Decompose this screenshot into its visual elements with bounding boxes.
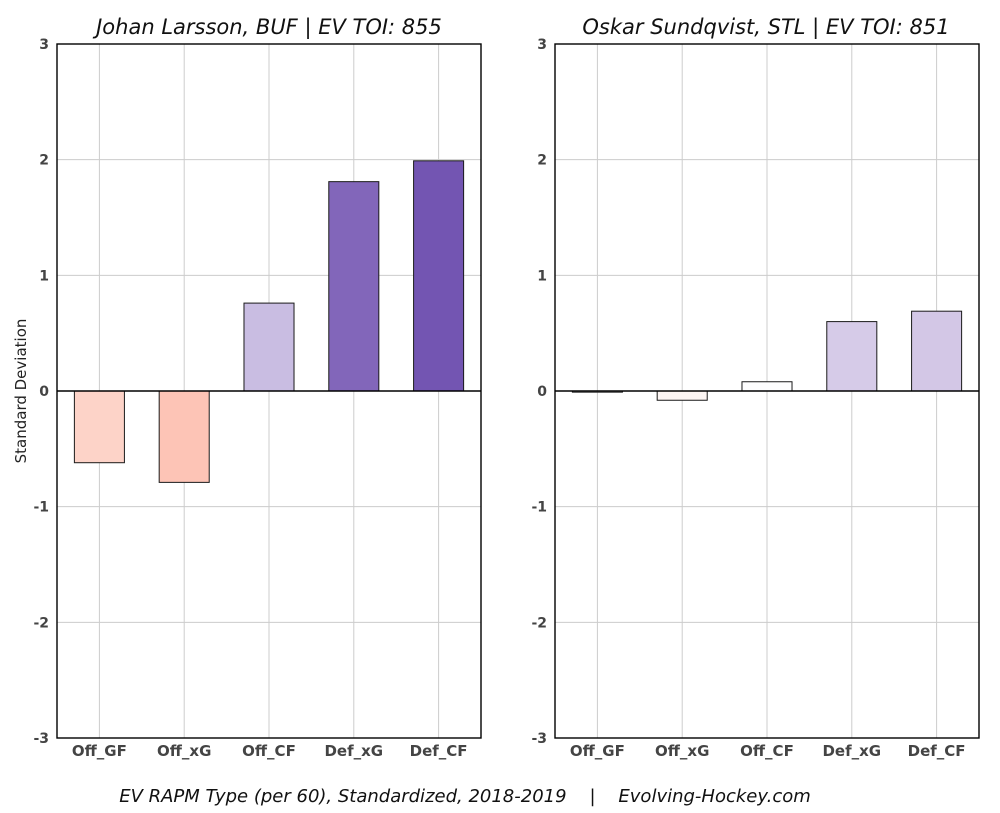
x-tick-label-larsson: Off_GF	[72, 742, 127, 760]
y-tick-label-sundqvist: 3	[537, 37, 547, 53]
bar-sundqvist-off-cf	[741, 381, 793, 392]
y-tick-label-larsson: -2	[33, 615, 49, 631]
y-tick-label-sundqvist: -3	[531, 731, 547, 747]
chart-panel-sundqvist: -3 -2 -1 0 1 2 3 Off_GF Off_xG Off_CF Def_xG Def_CF…	[531, 15, 980, 760]
x-tick-label-larsson: Off_CF	[242, 742, 296, 760]
y-tick-label-sundqvist: -1	[531, 500, 547, 516]
y-tick-label-larsson: 2	[39, 153, 49, 169]
figure-caption: EV RAPM Type (per 60), Standardized, 201…	[119, 786, 811, 807]
bar-sundqvist-off-xg	[656, 390, 708, 401]
y-tick-label-sundqvist: -2	[531, 615, 547, 631]
y-tick-label-sundqvist: 0	[537, 384, 547, 400]
panel-title-sundqvist: Oskar Sundqvist, STL | EV TOI: 851	[582, 15, 949, 40]
plot-frame-larsson	[56, 43, 482, 739]
x-tick-label-larsson: Off_xG	[157, 742, 211, 760]
x-tick-label-sundqvist: Off_CF	[740, 742, 794, 760]
x-tick-label-sundqvist: Off_xG	[655, 742, 709, 760]
y-tick-label-sundqvist: 1	[537, 268, 547, 284]
x-tick-label-larsson: Def_xG	[324, 742, 383, 760]
x-tick-label-larsson: Def_CF	[410, 742, 468, 760]
y-tick-label-larsson: -3	[33, 731, 49, 747]
y-axis-label-larsson: Standard Deviation	[12, 319, 30, 464]
x-tick-label-sundqvist: Def_CF	[908, 742, 966, 760]
bar-sundqvist-def-xg	[826, 321, 878, 392]
y-tick-label-larsson: -1	[33, 500, 49, 516]
y-tick-label-sundqvist: 2	[537, 153, 547, 169]
x-tick-label-sundqvist: Def_xG	[822, 742, 881, 760]
plot-frame-sundqvist	[554, 43, 980, 739]
bar-larsson-off-gf	[73, 390, 125, 464]
y-tick-label-larsson: 1	[39, 268, 49, 284]
bar-larsson-off-cf	[243, 302, 295, 392]
x-tick-label-sundqvist: Off_GF	[570, 742, 625, 760]
y-tick-label-larsson: 3	[39, 37, 49, 53]
bar-larsson-def-xg	[328, 181, 380, 392]
bar-larsson-def-cf	[413, 160, 465, 392]
y-tick-label-larsson: 0	[39, 384, 49, 400]
bar-sundqvist-def-cf	[911, 310, 963, 392]
chart-panel-larsson: -3 -2 -1 0 1 2 3 Off_GF Off_xG Off_CF Def_xG Def_CF…	[12, 15, 482, 760]
bar-larsson-off-xg	[158, 390, 210, 483]
panel-title-larsson: Johan Larsson, BUF | EV TOI: 855	[92, 15, 442, 40]
